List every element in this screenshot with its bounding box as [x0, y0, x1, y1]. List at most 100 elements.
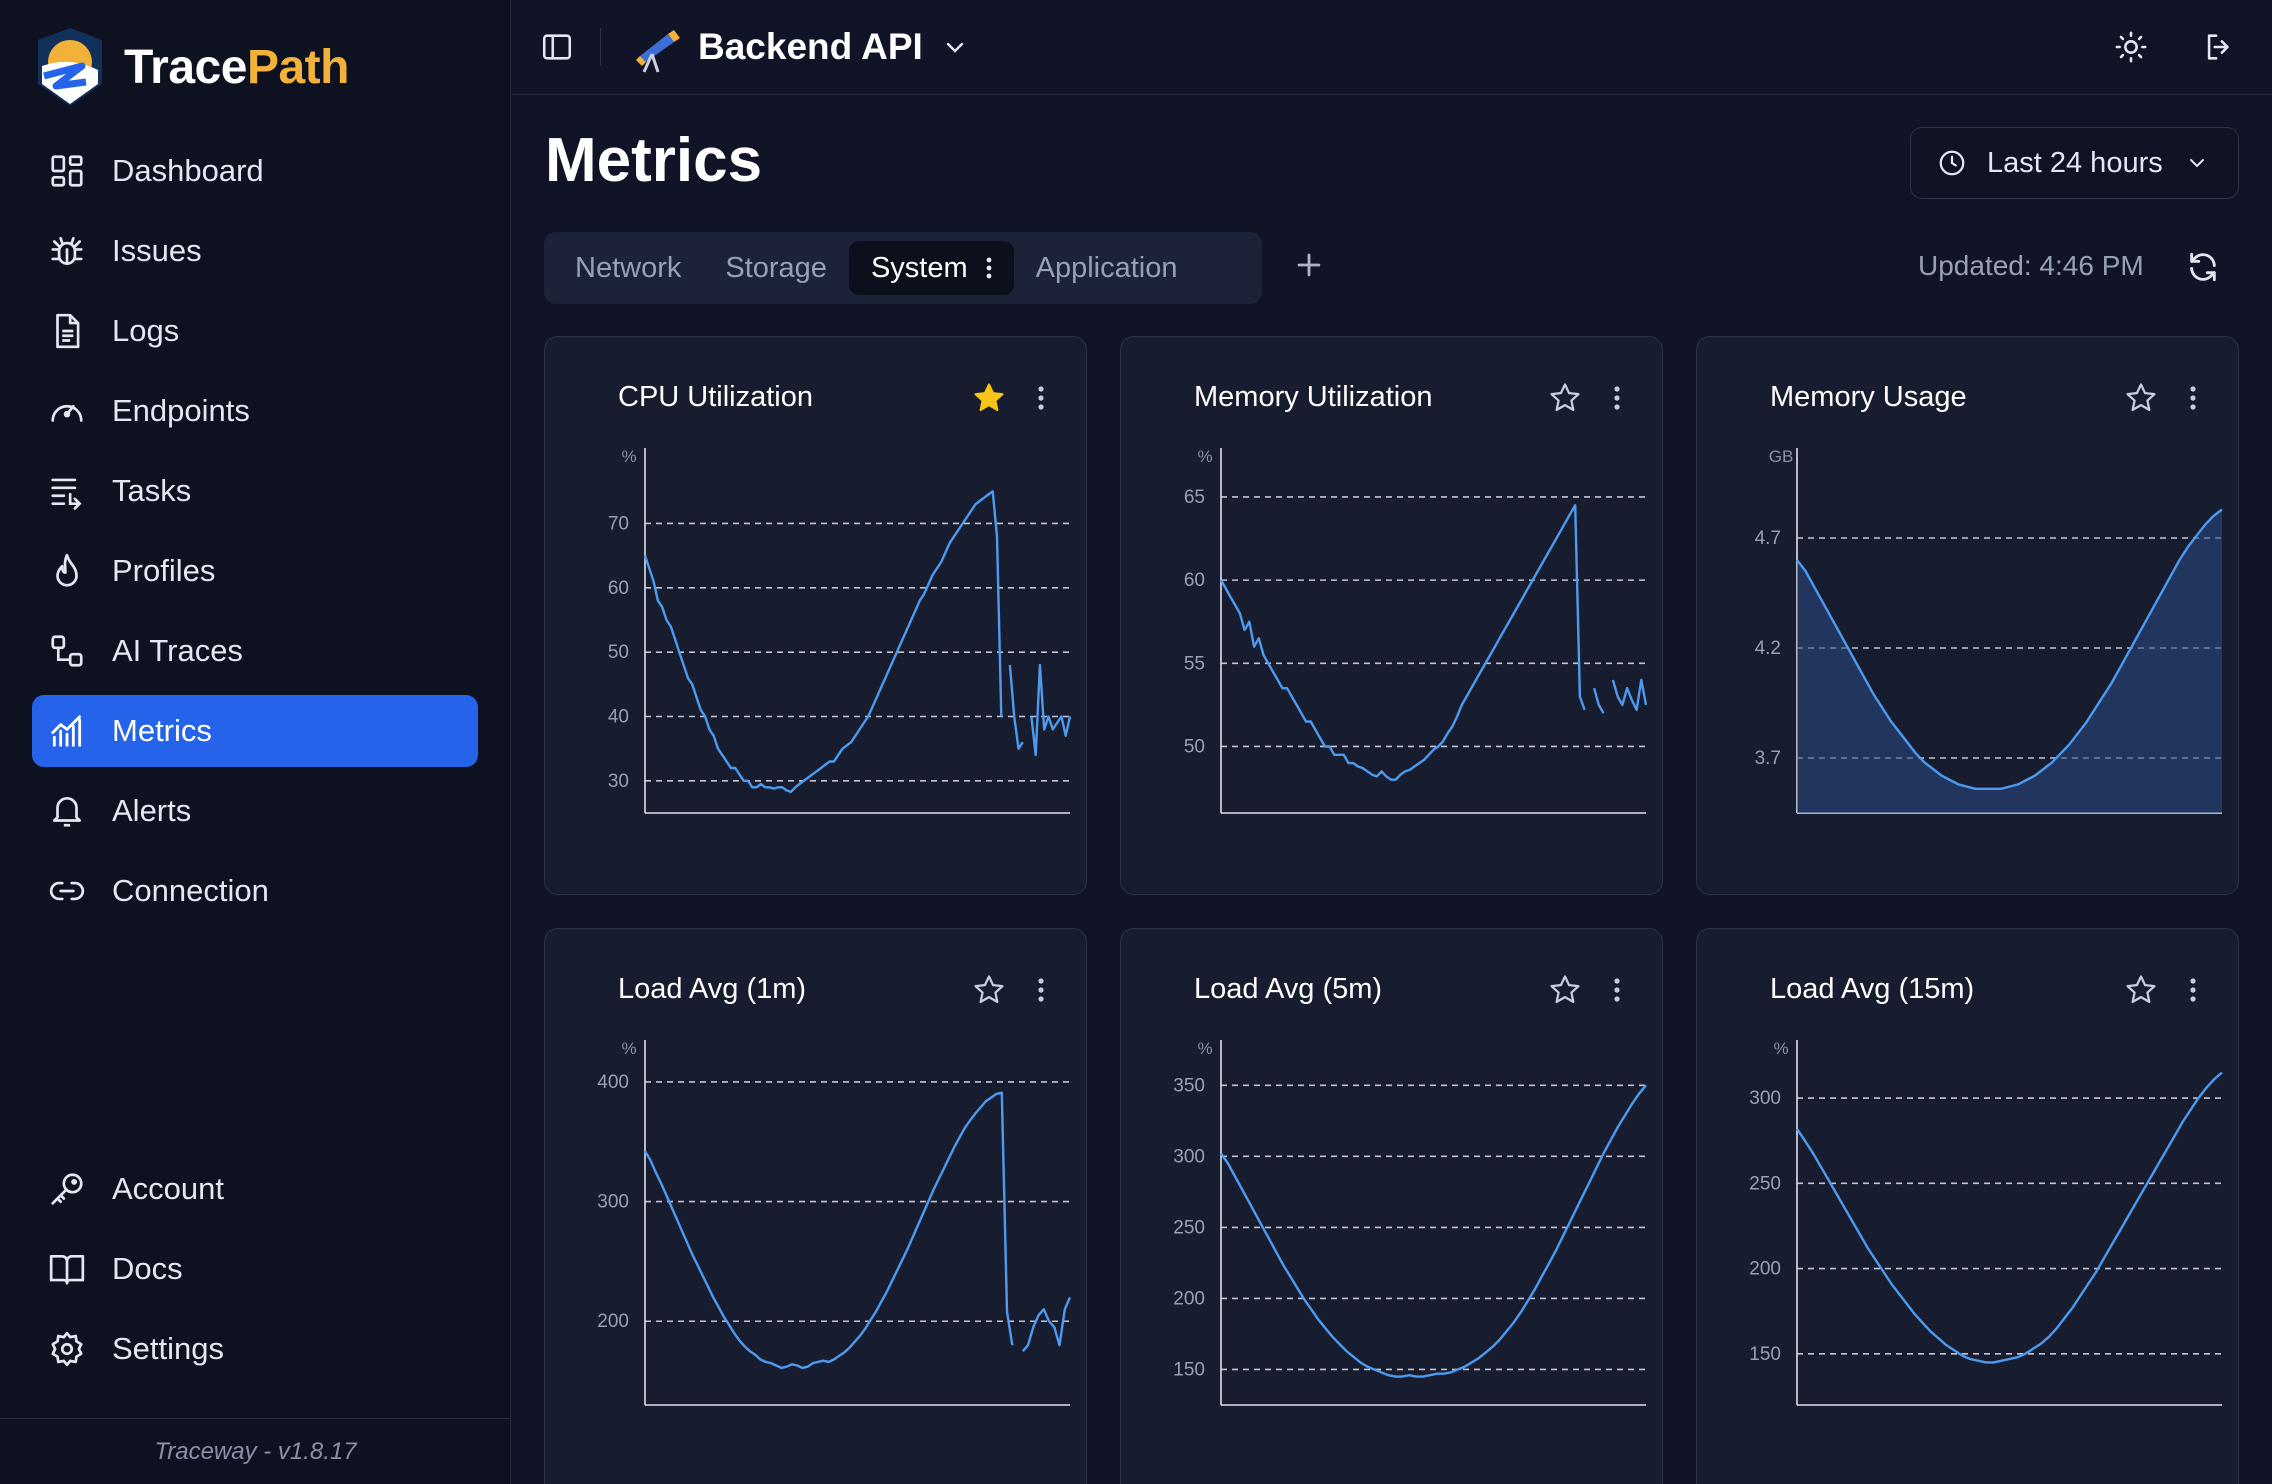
y-tick-label: 300 — [597, 1192, 629, 1213]
gear-icon — [51, 1331, 83, 1367]
y-tick-label: 300 — [1749, 1088, 1781, 1109]
star-outline-icon[interactable] — [2124, 381, 2158, 415]
add-tab-button[interactable] — [1292, 248, 1326, 282]
tab-label: System — [870, 251, 968, 284]
sidebar-item-dashboard[interactable]: Dashboard — [32, 135, 478, 207]
page-title: Metrics — [545, 126, 763, 195]
chart-title: Load Avg (1m) — [618, 973, 807, 1005]
chart-card: CPU Utilization % 30 40 50 60 70 — [544, 336, 1087, 895]
star-outline-icon[interactable] — [2124, 973, 2158, 1007]
series-line — [1219, 504, 1586, 781]
chart-title: Load Avg (15m) — [1770, 973, 1975, 1005]
logout-button[interactable] — [2202, 30, 2236, 64]
chart-card: Load Avg (5m) % 150 200 250 300 350 — [1120, 928, 1663, 1484]
y-tick-label: 350 — [1173, 1075, 1205, 1096]
more-vertical-icon[interactable] — [2188, 973, 2198, 1007]
sidebar-item-label: Alerts — [112, 793, 192, 828]
series-line — [1796, 1071, 2223, 1364]
chart-card: Memory Usage GB 3.7 4.2 4.7 — [1696, 336, 2239, 895]
series-line — [1021, 1296, 1072, 1352]
link-icon — [49, 881, 85, 901]
series-line — [1008, 664, 1024, 750]
star-outline-icon[interactable] — [1548, 381, 1582, 415]
series-line — [1796, 508, 2223, 790]
more-vertical-icon[interactable] — [2188, 381, 2198, 415]
sidebar-item-logs[interactable]: Logs — [32, 295, 478, 367]
axis-unit-label: % — [621, 1039, 636, 1058]
sidebar-item-account[interactable]: Account — [32, 1153, 478, 1225]
y-tick-label: 50 — [608, 642, 629, 663]
chart-card: Load Avg (15m) % 150 200 250 300 — [1696, 928, 2239, 1484]
toggle-sidebar-button[interactable] — [540, 30, 574, 64]
y-tick-label: 200 — [1749, 1259, 1781, 1280]
sidebar-item-label: Account — [112, 1171, 225, 1206]
sidebar-item-label: Logs — [112, 313, 180, 348]
sidebar-item-endpoints[interactable]: Endpoints — [32, 375, 478, 447]
document-icon — [56, 313, 80, 349]
sidebar-toggle-icon — [542, 34, 572, 60]
project-switcher[interactable]: Backend API — [630, 20, 967, 74]
theme-toggle-button[interactable] — [2114, 30, 2148, 64]
sidebar-item-issues[interactable]: Issues — [32, 215, 478, 287]
tasks-icon — [51, 478, 82, 510]
cpu-utilization-chart: % 30 40 50 60 70 — [608, 447, 1072, 814]
star-icon[interactable] — [972, 381, 1006, 415]
time-range-select[interactable]: Last 24 hours — [1910, 127, 2239, 199]
tab-storage[interactable]: Storage — [725, 251, 827, 284]
sun-icon — [2115, 31, 2147, 63]
tab-application[interactable]: Application — [1035, 251, 1178, 284]
chevron-down-icon — [2189, 159, 2204, 168]
sidebar-item-label: Dashboard — [112, 153, 264, 188]
chart-title: Load Avg (5m) — [1194, 973, 1383, 1005]
tab-system[interactable]: System — [848, 241, 1014, 295]
axis-unit-label: % — [1197, 447, 1212, 466]
more-vertical-icon[interactable] — [1036, 381, 1046, 415]
load-avg-1m-chart: % 200 300 400 — [597, 1039, 1072, 1406]
project-name: Backend API — [698, 26, 923, 67]
memory-utilization-chart: % 50 55 60 65 — [1184, 447, 1648, 814]
sidebar-item-label: Issues — [112, 233, 202, 268]
sidebar-item-metrics[interactable]: Metrics — [32, 695, 478, 767]
more-vertical-icon[interactable] — [1036, 973, 1046, 1007]
y-tick-label: 4.2 — [1755, 638, 1781, 659]
more-vertical-icon[interactable] — [1612, 381, 1622, 415]
chart-card: Load Avg (1m) % 200 300 400 — [544, 928, 1087, 1484]
y-tick-label: 250 — [1173, 1217, 1205, 1238]
sidebar-item-tasks[interactable]: Tasks — [32, 455, 478, 527]
sidebar-item-connection[interactable]: Connection — [32, 855, 478, 927]
dashboard-icon — [51, 155, 83, 187]
series-line — [643, 490, 1003, 793]
sidebar-item-ai-traces[interactable]: AI Traces — [32, 615, 478, 687]
sidebar-bottom-nav: Account Docs Settings — [32, 1153, 478, 1393]
y-tick-label: 300 — [1173, 1146, 1205, 1167]
gauge-icon — [51, 404, 83, 422]
topbar: Backend API — [512, 0, 2272, 95]
topbar-divider — [600, 28, 601, 66]
chart-title: Memory Usage — [1770, 381, 1967, 413]
series-area — [1797, 509, 2222, 813]
chart-title: Memory Utilization — [1194, 381, 1433, 413]
sidebar-item-label: Metrics — [112, 713, 212, 748]
time-range-label: Last 24 hours — [1987, 146, 2163, 179]
brand[interactable]: TracePath — [34, 26, 349, 108]
refresh-button[interactable] — [2186, 250, 2220, 284]
plus-icon — [1297, 253, 1321, 277]
star-outline-icon[interactable] — [972, 973, 1006, 1007]
y-tick-label: 65 — [1184, 487, 1205, 508]
sidebar-item-profiles[interactable]: Profiles — [32, 535, 478, 607]
load-avg-5m-chart: % 150 200 250 300 350 — [1173, 1039, 1647, 1406]
sidebar-item-alerts[interactable]: Alerts — [32, 775, 478, 847]
more-vertical-icon[interactable] — [1612, 973, 1622, 1007]
sidebar-nav: Dashboard Issues Logs Endpoints Tasks Pr… — [32, 135, 478, 935]
sidebar-item-settings[interactable]: Settings — [32, 1313, 478, 1385]
load-avg-15m-chart: % 150 200 250 300 — [1749, 1039, 2223, 1406]
more-vertical-icon[interactable] — [986, 256, 992, 280]
y-tick-label: 250 — [1749, 1173, 1781, 1194]
y-tick-label: 400 — [597, 1072, 629, 1093]
axis-unit-label: % — [1773, 1039, 1788, 1058]
tab-network[interactable]: Network — [575, 251, 682, 284]
memory-usage-chart: GB 3.7 4.2 4.7 — [1755, 447, 2223, 814]
star-outline-icon[interactable] — [1548, 973, 1582, 1007]
sidebar-item-docs[interactable]: Docs — [32, 1233, 478, 1305]
bug-icon — [51, 236, 83, 266]
